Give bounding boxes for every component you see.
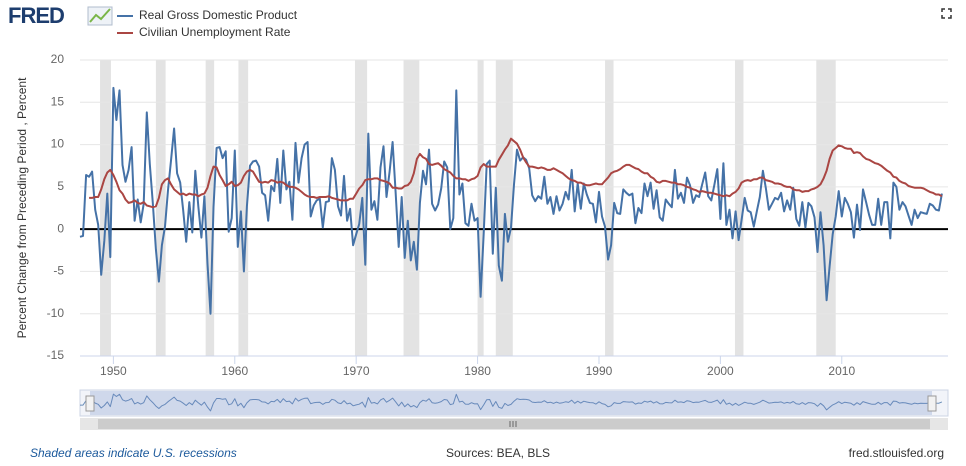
x-tick-label: 1960: [221, 364, 248, 378]
sources: Sources: BEA, BLS: [446, 446, 550, 460]
recession-note: Shaded areas indicate U.S. recessions: [30, 446, 237, 460]
recession-band: [205, 60, 215, 356]
y-tick-label: -10: [47, 306, 65, 320]
recession-band: [816, 60, 836, 356]
legend-label: Real Gross Domestic Product: [139, 8, 298, 22]
navigator-mask: [90, 391, 932, 415]
recession-band: [238, 60, 249, 356]
scrollbar-grip: [509, 421, 517, 427]
x-tick-label: 1970: [343, 364, 370, 378]
x-tick-label: 2010: [828, 364, 855, 378]
y-tick-label: 5: [57, 179, 64, 193]
scrollbar-thumb[interactable]: [98, 419, 930, 429]
site[interactable]: fred.stlouisfed.org: [849, 446, 944, 460]
y-tick-label: 20: [51, 52, 65, 66]
x-tick-label: 1950: [100, 364, 127, 378]
recession-band: [155, 60, 166, 356]
logo-icon: [87, 6, 113, 26]
navigator-handle[interactable]: [927, 395, 937, 412]
x-tick-label: 2000: [707, 364, 734, 378]
recession-band: [605, 60, 614, 356]
y-axis-label: Percent Change from Preceding Period , P…: [15, 77, 29, 338]
legend: Real Gross Domestic Product Civilian Unem…: [117, 8, 298, 39]
y-tick-label: 10: [51, 137, 65, 151]
y-tick-label: 15: [51, 94, 65, 108]
recession-band: [734, 60, 744, 356]
plot: [79, 59, 948, 364]
recession-band: [403, 60, 420, 356]
fullscreen-icon[interactable]: [941, 8, 952, 19]
legend-label: Civilian Unemployment Rate: [139, 25, 291, 39]
series-line: [89, 137, 943, 209]
navigator-handle[interactable]: [85, 395, 95, 412]
x-tick-label: 1980: [464, 364, 491, 378]
recession-band: [495, 60, 513, 356]
x-tick-label: 1990: [586, 364, 613, 378]
y-tick-label: -15: [47, 348, 65, 362]
navigator-series: [80, 393, 943, 412]
recession-band: [477, 60, 484, 356]
series-line: [79, 86, 943, 315]
y-tick-label: 0: [57, 221, 64, 235]
y-tick-label: -5: [53, 264, 64, 278]
logo: FRED: [8, 3, 64, 28]
